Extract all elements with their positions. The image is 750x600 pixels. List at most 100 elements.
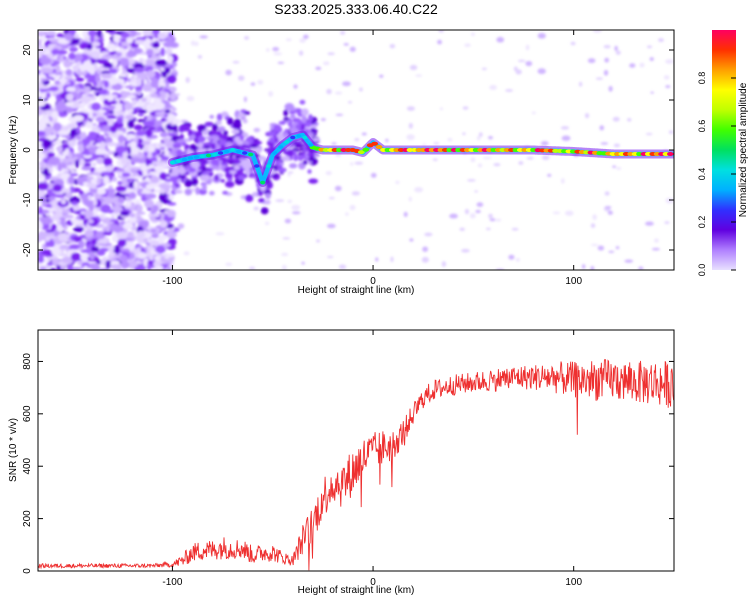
noise-cell	[72, 64, 80, 73]
signal-cell	[217, 132, 223, 137]
noise-cell	[439, 107, 443, 111]
noise-cell	[127, 95, 136, 99]
noise-cell	[441, 261, 447, 267]
signal-cell	[249, 143, 259, 149]
signal-cell	[176, 149, 183, 157]
spectrogram-y-ticks: -20 -10 0 10 20	[22, 44, 674, 257]
signal-cell	[223, 130, 228, 136]
noise-cell	[92, 123, 97, 127]
noise-cell	[285, 38, 292, 42]
noise-cell	[103, 196, 114, 205]
signal-cell	[224, 181, 235, 188]
noise-cell	[650, 91, 654, 94]
signal-cell	[273, 124, 282, 133]
noise-cell	[92, 198, 98, 207]
noise-cell	[115, 52, 123, 57]
noise-cell	[607, 210, 613, 215]
noise-cell	[128, 181, 135, 188]
noise-cell	[613, 143, 620, 148]
noise-cell	[511, 227, 519, 231]
spectrogram-x-tick-label: 100	[565, 276, 582, 287]
noise-cell	[488, 135, 493, 140]
noise-cell	[478, 132, 483, 137]
noise-cell	[135, 77, 142, 87]
noise-cell	[99, 267, 110, 270]
noise-cell	[89, 67, 96, 75]
noise-cell	[51, 118, 57, 124]
noise-cell	[128, 217, 138, 223]
noise-cell	[334, 185, 342, 192]
noise-cell	[52, 210, 57, 215]
noise-cell	[56, 138, 62, 146]
noise-cell	[646, 45, 653, 49]
noise-cell	[155, 265, 164, 270]
noise-cell	[51, 247, 61, 256]
noise-cell	[87, 30, 97, 37]
noise-cell	[136, 211, 146, 215]
noise-cell	[126, 164, 132, 170]
noise-cell	[326, 88, 332, 95]
signal-cell	[216, 113, 223, 121]
noise-cell	[49, 38, 58, 43]
noise-cell	[505, 89, 514, 92]
noise-cell	[49, 86, 59, 92]
noise-cell	[67, 139, 77, 148]
signal-cell	[274, 136, 279, 143]
noise-cell	[323, 61, 330, 66]
noise-cell	[68, 30, 77, 35]
noise-cell	[354, 138, 360, 142]
chart-title: S233.2025.333.06.40.C22	[274, 1, 438, 17]
noise-cell	[102, 223, 108, 227]
noise-cell	[171, 118, 181, 125]
noise-cell	[75, 77, 85, 82]
snr-panel: -100 0 100 0 200 400 600 800 Height of straigh…	[8, 329, 675, 596]
noise-cell	[142, 58, 147, 66]
noise-cell	[136, 204, 143, 213]
noise-cell	[645, 221, 654, 226]
noise-cell	[55, 64, 61, 74]
noise-cell	[164, 109, 171, 114]
noise-cell	[60, 265, 66, 270]
noise-cell	[147, 150, 152, 159]
noise-cell	[65, 69, 73, 76]
noise-cell	[137, 112, 144, 117]
noise-cell	[287, 171, 294, 174]
noise-cell	[115, 185, 127, 192]
noise-cell	[612, 116, 620, 122]
noise-cell	[592, 30, 602, 33]
signal-cell	[177, 139, 186, 143]
noise-cell	[63, 61, 71, 68]
noise-cell	[590, 223, 596, 228]
noise-cell	[80, 249, 92, 253]
signal-cell	[226, 117, 234, 126]
noise-cell	[135, 85, 142, 93]
signal-cell	[310, 124, 318, 128]
noise-cell	[406, 134, 415, 141]
noise-cell	[540, 141, 549, 146]
noise-cell	[560, 126, 570, 130]
noise-cell	[121, 172, 131, 178]
noise-cell	[121, 248, 131, 253]
noise-cell	[604, 57, 610, 63]
noise-cell	[424, 232, 433, 237]
noise-cell	[127, 231, 134, 237]
noise-cell	[149, 229, 157, 233]
noise-cell	[379, 74, 384, 78]
spectrogram-y-axis-label: Frequency (Hz)	[8, 116, 19, 185]
carrier-cell	[272, 151, 278, 155]
noise-cell	[144, 67, 150, 72]
noise-cell	[291, 211, 301, 215]
noise-cell	[80, 95, 92, 104]
noise-cell	[99, 215, 104, 220]
signal-cell	[308, 178, 319, 184]
noise-cell	[150, 80, 161, 89]
noise-cell	[88, 263, 97, 270]
noise-cell	[493, 163, 501, 167]
snr-frame	[37, 329, 675, 572]
signal-cell	[307, 161, 313, 165]
noise-cell	[244, 36, 250, 40]
noise-cell	[614, 45, 618, 51]
noise-cell	[116, 231, 128, 240]
noise-cell	[165, 92, 170, 99]
noise-cell	[143, 59, 156, 66]
